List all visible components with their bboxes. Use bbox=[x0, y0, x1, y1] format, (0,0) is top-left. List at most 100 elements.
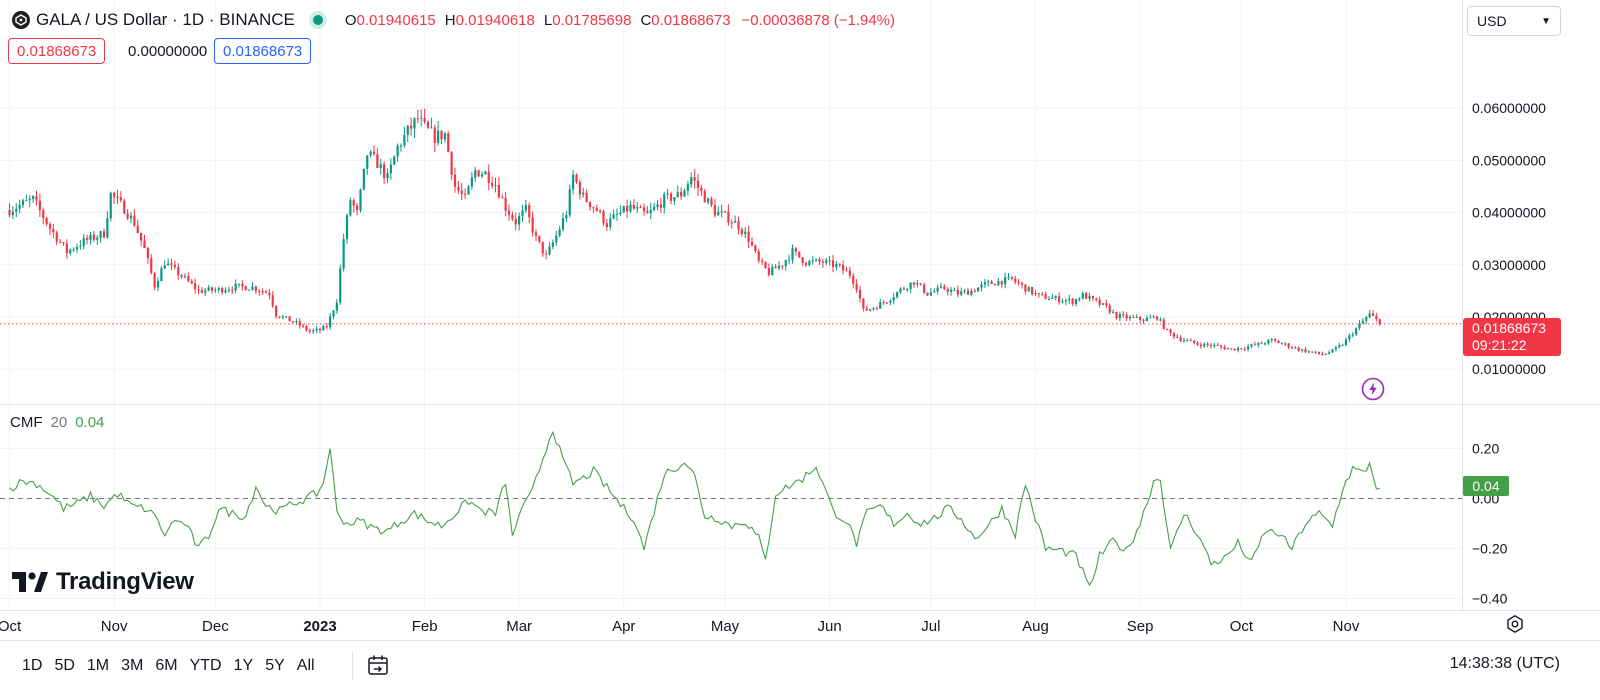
candle-body bbox=[376, 154, 379, 168]
range-button-1d[interactable]: 1D bbox=[22, 657, 43, 674]
candle-body bbox=[1317, 351, 1321, 354]
range-button-ytd[interactable]: YTD bbox=[189, 657, 222, 674]
candle-body bbox=[821, 261, 824, 263]
candle-body bbox=[545, 253, 548, 255]
candle-body bbox=[872, 308, 875, 310]
candle-body bbox=[828, 260, 831, 262]
candle-body bbox=[146, 247, 149, 259]
candle-body bbox=[943, 286, 946, 290]
candle-body bbox=[48, 224, 52, 229]
candle-body bbox=[561, 218, 565, 230]
candle-body bbox=[548, 246, 551, 255]
price-y-tick-label: 0.03000000 bbox=[1472, 257, 1546, 273]
candle-body bbox=[207, 287, 210, 291]
candle-body bbox=[332, 310, 335, 317]
candle-body bbox=[143, 240, 146, 248]
x-tick-label: Feb bbox=[412, 618, 438, 635]
candle-body bbox=[1189, 340, 1192, 342]
candle-body bbox=[1331, 349, 1334, 353]
candle-body bbox=[480, 174, 484, 177]
candle-body bbox=[693, 176, 696, 181]
candle-body bbox=[15, 208, 18, 212]
candle-body bbox=[167, 263, 170, 266]
range-button-all[interactable]: All bbox=[296, 657, 315, 674]
utc-clock[interactable]: 14:38:38 (UTC) bbox=[1449, 655, 1560, 672]
candle-body bbox=[275, 305, 278, 317]
candle-body bbox=[781, 265, 784, 267]
candle-body bbox=[413, 118, 416, 129]
candle-body bbox=[865, 308, 868, 311]
x-tick-label: Nov bbox=[1333, 618, 1360, 635]
candle-body bbox=[1122, 314, 1125, 316]
candle-body bbox=[700, 187, 703, 192]
candle-body bbox=[794, 248, 797, 252]
candle-body bbox=[379, 164, 382, 168]
candle-body bbox=[1132, 316, 1135, 318]
candle-body bbox=[1378, 319, 1381, 324]
candle-body bbox=[406, 125, 409, 135]
candle-body bbox=[450, 151, 453, 175]
range-button-1y[interactable]: 1Y bbox=[233, 657, 254, 674]
candle-body bbox=[835, 264, 838, 267]
candle-body bbox=[96, 237, 99, 240]
cmf-value: 0.04 bbox=[75, 414, 105, 431]
buy-price-button[interactable]: 0.01868673 bbox=[214, 38, 312, 64]
candle-body bbox=[1297, 347, 1300, 351]
candle-body bbox=[902, 288, 905, 290]
candle-body bbox=[35, 196, 38, 201]
candle-body bbox=[244, 286, 247, 291]
candle-body bbox=[231, 289, 234, 291]
bolt-icon[interactable] bbox=[1361, 377, 1385, 401]
range-button-6m[interactable]: 6M bbox=[155, 657, 178, 674]
range-button-5y[interactable]: 5Y bbox=[265, 657, 285, 674]
candle-body bbox=[896, 292, 899, 298]
candle-body bbox=[82, 238, 85, 246]
candle-body bbox=[963, 290, 966, 292]
candle-body bbox=[170, 263, 173, 265]
candle-body bbox=[1044, 294, 1047, 299]
candle-body bbox=[588, 201, 592, 208]
tradingview-logo[interactable]: TradingView bbox=[12, 568, 194, 596]
candle-body bbox=[518, 216, 521, 225]
candle-body bbox=[1037, 293, 1040, 295]
candle-body bbox=[416, 118, 419, 120]
cmf-legend[interactable]: CMF 20 0.04 bbox=[10, 414, 104, 431]
candle-body bbox=[686, 184, 689, 191]
range-button-3m[interactable]: 3M bbox=[121, 657, 144, 674]
candle-body bbox=[1253, 344, 1256, 346]
candle-body bbox=[1024, 284, 1027, 292]
currency-select[interactable]: USD ▼ bbox=[1467, 6, 1561, 36]
candle-body bbox=[396, 145, 399, 157]
calendar-range-icon[interactable] bbox=[366, 653, 390, 677]
candle-body bbox=[423, 117, 426, 122]
candle-body bbox=[926, 292, 929, 296]
x-tick-label: Jul bbox=[921, 618, 940, 635]
range-button-5d[interactable]: 5D bbox=[54, 657, 75, 674]
x-tick-label: Jun bbox=[818, 618, 842, 635]
candle-body bbox=[717, 211, 720, 216]
tradingview-logo-icon bbox=[12, 572, 48, 592]
candle-body bbox=[680, 192, 683, 197]
candle-body bbox=[1199, 344, 1202, 347]
symbol-title[interactable]: GALA / US Dollar · 1D · BINANCE bbox=[36, 10, 295, 29]
candle-body bbox=[1054, 296, 1057, 298]
chart-canvas[interactable]: Oct Nov Dec 2023 Feb Mar Apr May Jun Jul Aug Sep Oct… bbox=[0, 0, 1600, 640]
candle-body bbox=[612, 214, 615, 219]
price-change: −0.00036878 (−1.94%) bbox=[741, 11, 896, 29]
candle-body bbox=[288, 316, 291, 322]
range-button-1m[interactable]: 1M bbox=[86, 657, 110, 674]
sell-price-button[interactable]: 0.01868673 bbox=[8, 38, 106, 64]
candle-body bbox=[217, 288, 220, 290]
candle-body bbox=[703, 191, 706, 203]
price-y-tick-label: 0.05000000 bbox=[1472, 152, 1546, 168]
symbol-legend[interactable]: GALA / US Dollar · 1D · BINANCE O0.01940… bbox=[12, 8, 895, 32]
candle-body bbox=[1348, 335, 1351, 340]
settings-icon[interactable] bbox=[1505, 614, 1525, 634]
candle-body bbox=[1236, 348, 1240, 351]
candle-body bbox=[578, 182, 581, 195]
market-status-indicator[interactable] bbox=[312, 15, 323, 25]
candle-body bbox=[1182, 340, 1186, 342]
candle-body bbox=[153, 272, 156, 288]
candle-body bbox=[345, 215, 349, 240]
candle-body bbox=[956, 289, 959, 295]
